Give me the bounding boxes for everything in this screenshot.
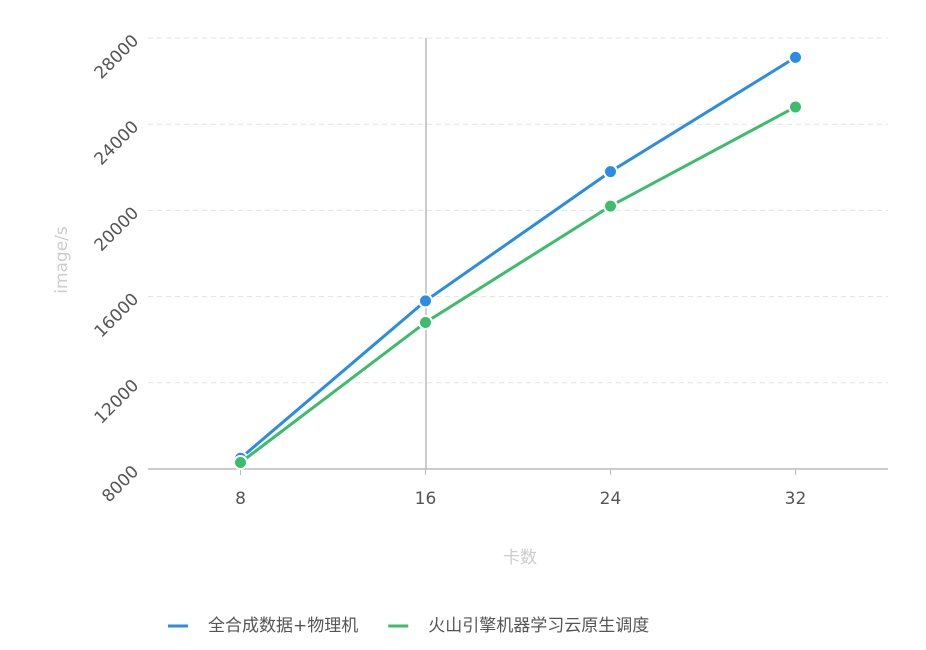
x-tick-label: 32: [785, 489, 807, 509]
point: [603, 164, 618, 180]
point: [788, 49, 803, 65]
y-tick-label: 12000: [91, 376, 143, 428]
y-tick-label: 24000: [91, 117, 143, 169]
legend-label: 全合成数据+物理机: [208, 616, 358, 636]
point: [233, 455, 248, 471]
line-path: [239, 105, 797, 464]
y-tick-label: 28000: [91, 31, 143, 83]
x-tick-label: 24: [600, 489, 622, 509]
point: [603, 198, 618, 214]
y-axis-label: image/s: [52, 226, 72, 294]
y-tick-label: 16000: [91, 290, 143, 342]
legend-label: 火山引擎机器学习云原生调度: [428, 616, 649, 636]
y-tick-label: 20000: [91, 203, 143, 255]
point: [788, 99, 803, 115]
line-path: [239, 56, 797, 460]
x-tick-label: 16: [415, 489, 437, 509]
y-tick-label: 8000: [98, 462, 143, 507]
point: [418, 293, 433, 309]
point: [418, 314, 433, 330]
x-axis-label: 卡数: [503, 548, 537, 568]
x-tick-label: 8: [235, 489, 246, 509]
